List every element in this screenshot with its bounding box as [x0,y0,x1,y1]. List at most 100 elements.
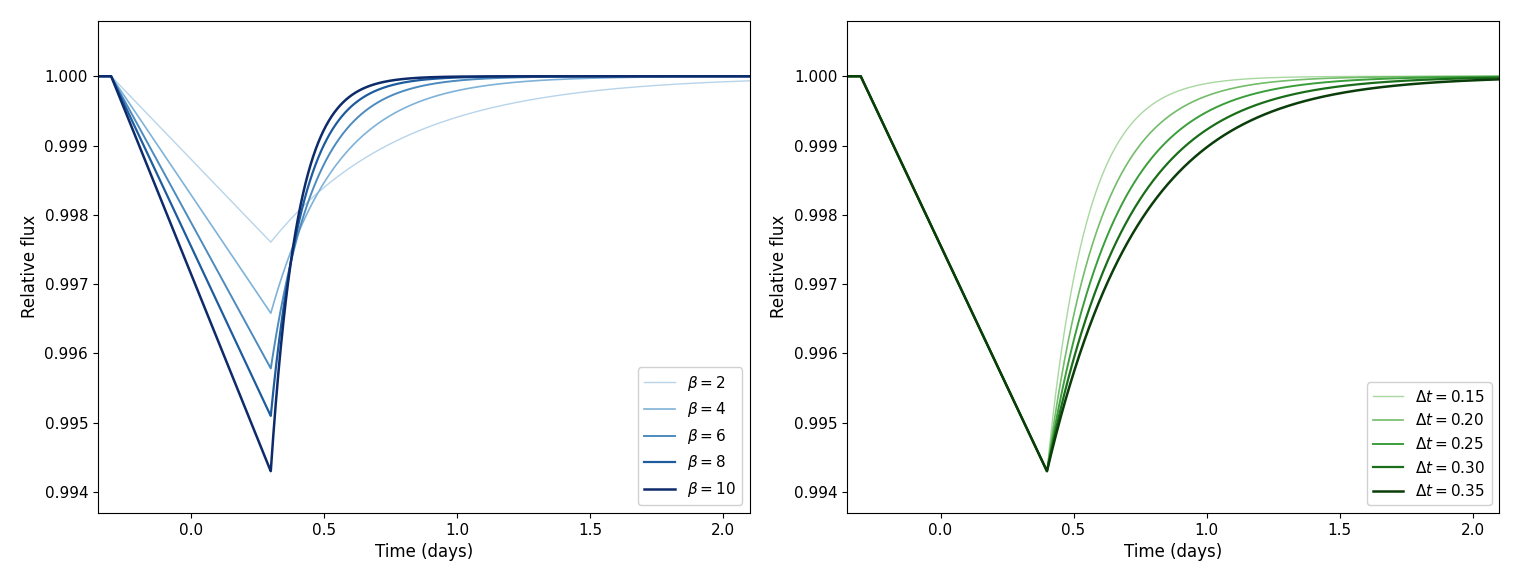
$\Delta t = 0.15$ [1066,268,1084,275]
$\beta = 4$ [76,73,94,80]
$\Delta t = 0.25$ [825,73,844,80]
$\Delta t = 0.35$ [1219,129,1237,136]
$\beta = 6$ [470,76,488,83]
$\beta = 6$ [109,86,128,93]
$\beta = 4$ [603,74,622,81]
$\Delta t = 0.25$ [1490,73,1508,80]
$\Delta t = 0.30$ [1248,101,1266,108]
$\beta = 4$ [109,83,128,90]
$\beta = 4$ [499,80,517,87]
Line: $\Delta t = 0.15$: $\Delta t = 0.15$ [834,76,1499,471]
$\Delta t = 0.25$ [1038,468,1056,475]
$\beta = 8$ [109,87,128,94]
$\Delta t = 0.15$ [859,87,877,94]
$\Delta t = 0.35$ [1318,92,1336,99]
$\Delta t = 0.25$ [1219,99,1237,106]
$\Delta t = 0.20$ [1490,73,1508,80]
$\Delta t = 0.15$ [1354,73,1373,80]
Line: $\Delta t = 0.35$: $\Delta t = 0.35$ [834,76,1499,471]
$\Delta t = 0.15$ [1038,468,1056,475]
Line: $\beta = 2$: $\beta = 2$ [85,76,749,242]
$\Delta t = 0.15$ [1248,75,1266,82]
$\beta = 6$ [316,158,334,165]
$\beta = 2$ [76,73,94,80]
$\beta = 10$ [316,123,334,130]
$\Delta t = 0.35$ [1066,365,1084,372]
Line: $\Delta t = 0.25$: $\Delta t = 0.25$ [834,76,1499,471]
Line: $\Delta t = 0.30$: $\Delta t = 0.30$ [834,76,1499,471]
$\Delta t = 0.20$ [1038,468,1056,475]
$\beta = 6$ [76,73,94,80]
$\beta = 2$ [316,183,334,190]
$\beta = 10$ [261,468,280,475]
$\beta = 2$ [568,89,587,96]
$\beta = 10$ [740,73,758,80]
$\beta = 8$ [470,73,488,80]
$\Delta t = 0.30$ [859,87,877,94]
$\beta = 6$ [603,73,622,80]
$\beta = 8$ [499,73,517,80]
$\beta = 10$ [568,73,587,80]
$\beta = 8$ [603,73,622,80]
$\Delta t = 0.20$ [1248,80,1266,87]
$\Delta t = 0.25$ [1248,90,1266,97]
$\Delta t = 0.35$ [1248,114,1266,121]
$\Delta t = 0.35$ [859,87,877,94]
Line: $\beta = 10$: $\beta = 10$ [85,76,749,471]
$\Delta t = 0.20$ [1318,75,1336,82]
$\Delta t = 0.30$ [1318,84,1336,91]
$\Delta t = 0.15$ [1490,73,1508,80]
$\Delta t = 0.30$ [1219,114,1237,121]
$\beta = 4$ [261,310,280,317]
$\beta = 6$ [568,73,587,80]
$\Delta t = 0.15$ [1219,77,1237,84]
Legend: $\beta = 2$, $\beta = 4$, $\beta = 6$, $\beta = 8$, $\beta = 10$: $\beta = 2$, $\beta = 4$, $\beta = 6$, $… [638,367,742,505]
$\beta = 2$ [499,101,517,108]
$\Delta t = 0.20$ [1066,306,1084,313]
$\beta = 2$ [109,80,128,87]
$\beta = 10$ [603,73,622,80]
$\Delta t = 0.30$ [825,73,844,80]
$\beta = 8$ [261,413,280,420]
$\Delta t = 0.35$ [1354,86,1373,93]
$\beta = 2$ [470,108,488,115]
$\beta = 2$ [261,239,280,246]
Line: $\beta = 6$: $\beta = 6$ [85,76,749,368]
$\Delta t = 0.30$ [1066,351,1084,358]
$\Delta t = 0.25$ [1318,79,1336,86]
$\Delta t = 0.25$ [1066,332,1084,339]
Line: $\beta = 4$: $\beta = 4$ [85,76,749,313]
$\beta = 6$ [261,365,280,372]
$\Delta t = 0.35$ [825,73,844,80]
$\beta = 8$ [740,73,758,80]
Legend: $\Delta t = 0.15$, $\Delta t = 0.20$, $\Delta t = 0.25$, $\Delta t = 0.30$, $\De: $\Delta t = 0.15$, $\Delta t = 0.20$, $\… [1366,382,1491,505]
X-axis label: Time (days): Time (days) [374,543,473,561]
$\Delta t = 0.35$ [1038,468,1056,475]
$\Delta t = 0.15$ [1318,73,1336,80]
$\beta = 8$ [76,73,94,80]
$\Delta t = 0.25$ [859,87,877,94]
$\Delta t = 0.30$ [1038,468,1056,475]
$\beta = 10$ [76,73,94,80]
$\beta = 2$ [740,77,758,84]
$\beta = 4$ [568,75,587,82]
$\beta = 4$ [740,73,758,80]
$\beta = 4$ [316,177,334,184]
$\beta = 4$ [470,83,488,90]
$\Delta t = 0.30$ [1354,80,1373,87]
Line: $\beta = 8$: $\beta = 8$ [85,76,749,416]
$\Delta t = 0.15$ [825,73,844,80]
$\beta = 6$ [740,73,758,80]
X-axis label: Time (days): Time (days) [1125,543,1222,561]
Line: $\Delta t = 0.20$: $\Delta t = 0.20$ [834,76,1499,471]
$\beta = 10$ [499,73,517,80]
$\beta = 10$ [470,73,488,80]
$\beta = 8$ [568,73,587,80]
$\beta = 6$ [499,74,517,81]
Y-axis label: Relative flux: Relative flux [21,215,40,318]
$\Delta t = 0.20$ [859,87,877,94]
$\Delta t = 0.20$ [1219,86,1237,93]
$\Delta t = 0.20$ [825,73,844,80]
$\beta = 2$ [603,86,622,93]
$\Delta t = 0.20$ [1354,74,1373,81]
